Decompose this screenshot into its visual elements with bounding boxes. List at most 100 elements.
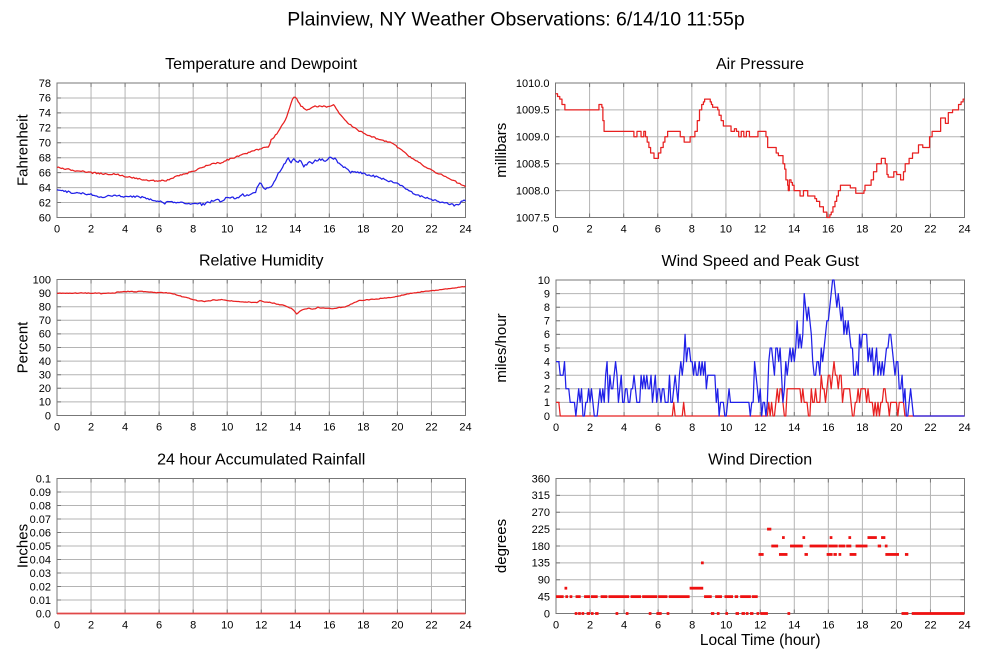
svg-text:24: 24 [459,620,471,632]
svg-text:90: 90 [39,288,51,300]
svg-text:6: 6 [655,224,661,236]
svg-text:20: 20 [890,224,902,236]
svg-text:2: 2 [544,384,550,396]
svg-text:50: 50 [39,342,51,354]
svg-text:0.0: 0.0 [36,608,51,620]
svg-text:10: 10 [221,620,233,632]
svg-text:20: 20 [391,224,403,236]
svg-text:2: 2 [587,224,593,236]
svg-text:14: 14 [289,224,301,236]
svg-text:10: 10 [221,422,233,434]
svg-text:6: 6 [156,224,162,236]
svg-text:74: 74 [39,108,51,120]
svg-text:16: 16 [822,620,834,632]
svg-text:6: 6 [156,422,162,434]
svg-text:18: 18 [357,422,369,434]
svg-text:18: 18 [856,422,868,434]
svg-text:Air Pressure: Air Pressure [716,56,804,73]
svg-text:70: 70 [39,138,51,150]
svg-text:0.08: 0.08 [30,500,51,512]
svg-text:2: 2 [587,620,593,632]
svg-text:0: 0 [544,411,550,423]
svg-text:1009.0: 1009.0 [516,132,550,144]
svg-text:64: 64 [39,182,51,194]
svg-text:12: 12 [255,422,267,434]
svg-text:24 hour Accumulated Rainfall: 24 hour Accumulated Rainfall [157,452,365,469]
svg-text:6: 6 [655,422,661,434]
svg-text:0.04: 0.04 [30,554,51,566]
svg-text:14: 14 [788,224,800,236]
svg-text:78: 78 [39,78,51,90]
svg-text:4: 4 [122,620,128,632]
svg-text:2: 2 [88,620,94,632]
svg-text:12: 12 [255,224,267,236]
svg-text:8: 8 [689,620,695,632]
svg-text:4: 4 [122,422,128,434]
svg-text:20: 20 [890,620,902,632]
svg-text:6: 6 [156,620,162,632]
svg-text:4: 4 [544,356,550,368]
svg-text:18: 18 [357,224,369,236]
svg-text:12: 12 [255,620,267,632]
svg-text:Percent: Percent [15,321,32,374]
svg-text:0.1: 0.1 [36,473,51,485]
svg-text:22: 22 [425,224,437,236]
svg-text:4: 4 [621,620,627,632]
svg-text:9: 9 [544,288,550,300]
svg-text:degrees: degrees [493,519,510,573]
svg-text:0: 0 [54,422,60,434]
svg-text:225: 225 [532,524,550,536]
svg-text:12: 12 [754,224,766,236]
svg-text:8: 8 [190,224,196,236]
svg-text:10: 10 [39,397,51,409]
svg-text:135: 135 [532,558,550,570]
svg-text:60: 60 [39,329,51,341]
svg-text:16: 16 [323,422,335,434]
svg-text:18: 18 [856,620,868,632]
svg-text:16: 16 [323,620,335,632]
svg-text:360: 360 [532,473,550,485]
svg-text:24: 24 [958,422,970,434]
svg-text:10: 10 [720,422,732,434]
svg-text:76: 76 [39,93,51,105]
svg-text:100: 100 [33,274,51,286]
svg-text:0: 0 [54,620,60,632]
svg-text:40: 40 [39,356,51,368]
svg-text:0.07: 0.07 [30,514,51,526]
svg-text:2: 2 [88,422,94,434]
svg-text:0: 0 [552,224,558,236]
svg-text:14: 14 [788,422,800,434]
svg-text:7: 7 [544,316,550,328]
svg-text:22: 22 [425,620,437,632]
svg-text:10: 10 [221,224,233,236]
svg-text:0.02: 0.02 [30,581,51,593]
svg-text:4: 4 [122,224,128,236]
svg-text:0.09: 0.09 [30,487,51,499]
svg-text:18: 18 [357,620,369,632]
svg-text:0.05: 0.05 [30,541,51,553]
svg-text:22: 22 [425,422,437,434]
svg-text:2: 2 [587,422,593,434]
svg-text:4: 4 [621,224,627,236]
svg-text:8: 8 [689,224,695,236]
svg-text:72: 72 [39,123,51,135]
svg-text:Relative Humidity: Relative Humidity [199,253,323,270]
svg-text:6: 6 [544,329,550,341]
svg-text:22: 22 [924,422,936,434]
svg-text:6: 6 [655,620,661,632]
svg-text:70: 70 [39,315,51,327]
svg-text:Local Time (hour): Local Time (hour) [700,632,821,649]
svg-text:1: 1 [544,397,550,409]
svg-text:8: 8 [544,302,550,314]
svg-text:Plainview, NY Weather Observat: Plainview, NY Weather Observations: 6/14… [287,9,745,31]
svg-text:Wind Direction: Wind Direction [708,452,812,469]
svg-text:4: 4 [621,422,627,434]
svg-text:14: 14 [289,620,301,632]
svg-text:20: 20 [391,620,403,632]
svg-text:Temperature and Dewpoint: Temperature and Dewpoint [165,56,358,73]
svg-text:14: 14 [788,620,800,632]
svg-text:12: 12 [754,620,766,632]
svg-text:0.01: 0.01 [30,595,51,607]
svg-text:miles/hour: miles/hour [493,313,510,382]
svg-text:0: 0 [544,608,550,620]
